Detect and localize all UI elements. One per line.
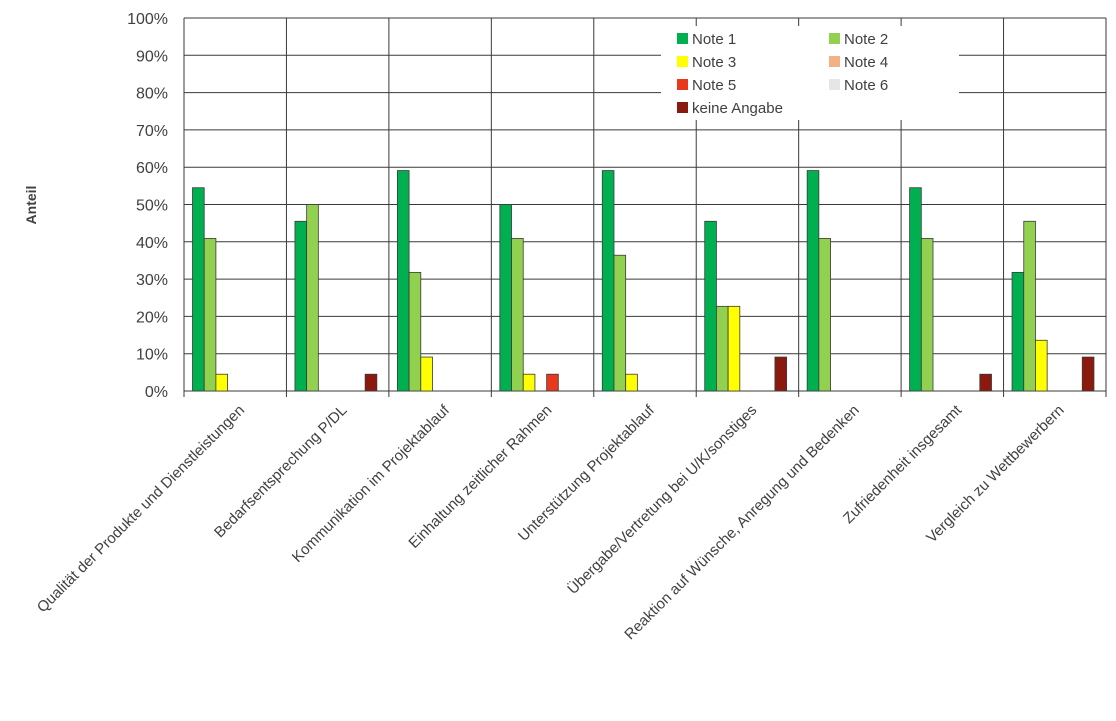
legend: Note 1 Note 2 Note 3 Note 4 Note 5 Note 6 kein… — [661, 26, 959, 120]
bar — [774, 356, 788, 392]
y-axis-ticks: 0% 10% 20% 30% 40% 50% 60% 70% 80% 90% 100% — [127, 11, 168, 401]
x-tick-label: Zufriedenheit insgesamt — [840, 401, 966, 527]
x-tick-label: Übergabe/Vertretung bei U/K/sonstiges — [564, 401, 761, 598]
y-axis-label: Anteil — [23, 186, 39, 225]
y-tick-label: 10% — [136, 347, 168, 364]
y-tick-label: 90% — [136, 48, 168, 65]
legend-swatch — [829, 79, 840, 90]
bar — [192, 187, 205, 392]
legend-entry: Note 3 — [692, 54, 736, 71]
y-tick-label: 100% — [127, 11, 168, 28]
legend-entry: Note 1 — [692, 31, 736, 48]
bar — [727, 305, 741, 392]
legend-entry: keine Angabe — [692, 100, 783, 117]
y-tick-label: 80% — [136, 86, 168, 103]
bar — [511, 238, 524, 392]
x-tick-label: Qualität der Produkte und Dienstleistung… — [34, 402, 248, 616]
y-tick-label: 50% — [136, 198, 168, 215]
legend-swatch — [677, 79, 688, 90]
bar — [215, 373, 228, 392]
bar — [704, 220, 717, 392]
bar — [203, 238, 217, 392]
legend-swatch — [829, 56, 840, 67]
bar — [1081, 356, 1095, 392]
bar — [294, 220, 308, 392]
bar — [499, 204, 512, 392]
y-tick-label: 30% — [136, 272, 168, 289]
bar — [613, 254, 627, 392]
legend-swatch — [677, 33, 688, 44]
bar — [920, 238, 934, 392]
bar — [408, 271, 422, 392]
bar — [806, 170, 820, 392]
legend-entry: Note 4 — [844, 54, 888, 71]
x-tick-label: Reaktion auf Wünsche, Anregung und Beden… — [621, 402, 862, 643]
bar — [909, 187, 922, 392]
bar — [601, 170, 615, 392]
legend-swatch — [829, 33, 840, 44]
y-tick-label: 40% — [136, 235, 168, 252]
legend-entry: Note 5 — [692, 77, 736, 94]
bar — [625, 373, 638, 392]
bar — [546, 373, 559, 392]
y-tick-label: 60% — [136, 160, 168, 177]
bars — [192, 170, 1095, 392]
legend-entry: Note 2 — [844, 31, 888, 48]
bar — [420, 356, 433, 392]
legend-box — [661, 26, 959, 120]
bar — [306, 204, 319, 392]
bar — [522, 373, 536, 392]
bar — [716, 305, 729, 392]
y-tick-label: 20% — [136, 309, 168, 326]
bar — [364, 373, 378, 392]
bar — [396, 170, 410, 392]
y-tick-label: 0% — [145, 384, 168, 401]
bar — [1023, 220, 1036, 392]
y-tick-label: 70% — [136, 123, 168, 140]
legend-swatch — [677, 102, 688, 113]
legend-entry: Note 6 — [844, 77, 888, 94]
legend-swatch — [677, 56, 688, 67]
bar — [979, 373, 992, 392]
bar — [1011, 271, 1025, 392]
x-axis-labels: Qualität der Produkte und Dienstleistung… — [34, 401, 1068, 643]
grid — [183, 17, 1107, 397]
bar — [818, 238, 831, 392]
bar — [1035, 339, 1048, 392]
